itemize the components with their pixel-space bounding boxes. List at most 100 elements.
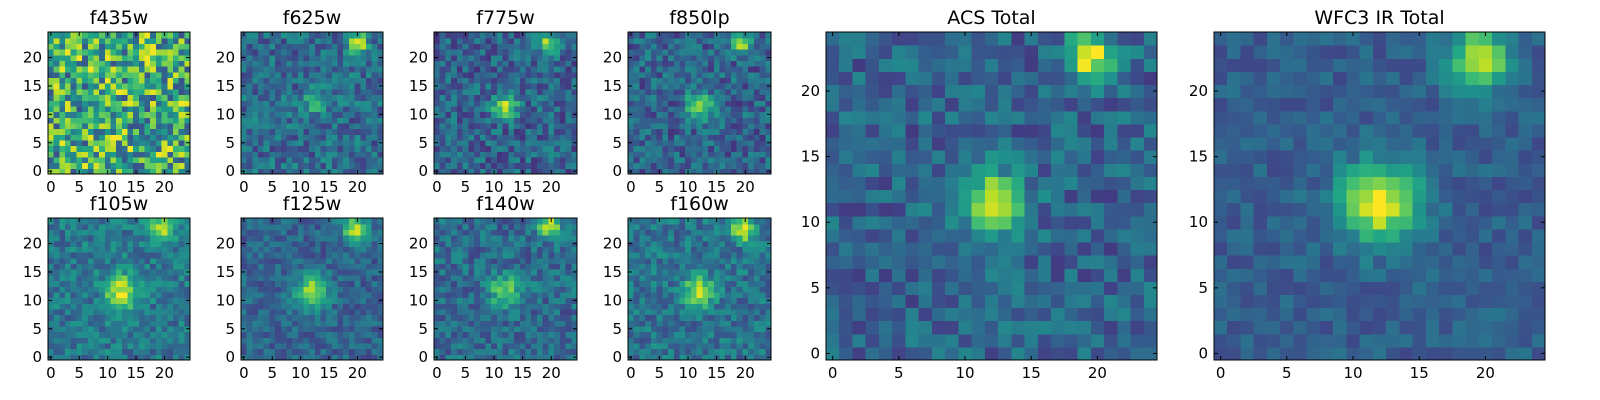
heatmap-cell — [491, 77, 498, 84]
heatmap-cell — [742, 280, 749, 287]
heatmap-cell — [360, 88, 367, 96]
heatmap-cell — [468, 94, 475, 101]
heatmap-cell — [263, 49, 270, 56]
heatmap-cell — [331, 354, 339, 361]
y-tick-label: 15 — [23, 263, 42, 281]
heatmap-cell — [514, 151, 521, 158]
heatmap-cell — [258, 280, 265, 287]
heatmap-cell — [326, 43, 333, 50]
heatmap-cell — [696, 94, 703, 101]
heatmap-cell — [434, 263, 441, 270]
heatmap-cell — [525, 122, 532, 130]
heatmap-cell — [241, 229, 248, 236]
heatmap-cell — [559, 314, 567, 321]
heatmap-cell — [116, 94, 123, 101]
heatmap-cell — [765, 117, 772, 124]
heatmap-cell — [127, 320, 134, 327]
heatmap-cell — [246, 49, 253, 56]
heatmap-cell — [155, 331, 163, 338]
heatmap-cell — [150, 274, 157, 282]
heatmap-cell — [456, 43, 464, 50]
heatmap-cell — [326, 83, 333, 90]
heatmap-cell — [87, 354, 95, 361]
heatmap-cell — [371, 229, 378, 236]
heatmap-cell — [138, 88, 146, 96]
heatmap-cell — [269, 94, 276, 101]
heatmap-cell — [82, 348, 89, 355]
heatmap-cell — [673, 297, 681, 304]
heatmap-cell — [485, 240, 492, 247]
heatmap-cell — [292, 83, 299, 90]
heatmap-cell — [742, 54, 749, 61]
heatmap-cell — [479, 348, 487, 355]
heatmap-cell — [668, 134, 675, 141]
heatmap-cell — [269, 139, 276, 147]
heatmap-cell — [184, 117, 191, 124]
heatmap-cell — [690, 60, 698, 67]
heatmap-cell — [456, 269, 464, 276]
heatmap-cell — [93, 320, 100, 327]
heatmap-cell — [565, 252, 572, 259]
heatmap-cell — [252, 257, 259, 265]
heatmap-cell — [765, 280, 772, 287]
heatmap-cell — [536, 246, 544, 253]
heatmap-cell — [263, 168, 270, 175]
heatmap-cell — [753, 105, 761, 113]
heatmap-cell — [514, 122, 521, 130]
heatmap-cell — [559, 71, 567, 79]
heatmap-cell — [474, 83, 481, 90]
heatmap-cell — [292, 308, 299, 316]
heatmap-cell — [286, 43, 293, 50]
heatmap-cell — [491, 303, 498, 310]
heatmap-cell — [343, 117, 350, 124]
heatmap-cell — [138, 320, 146, 327]
heatmap-cell — [116, 252, 123, 259]
heatmap-cell — [59, 246, 66, 253]
heatmap-cell — [548, 139, 555, 147]
heatmap-cell — [485, 128, 492, 135]
heatmap-cell — [725, 156, 732, 164]
heatmap-cell — [252, 139, 259, 147]
heatmap-cell — [155, 240, 163, 247]
heatmap-cell — [519, 37, 527, 44]
heatmap-cell — [525, 43, 532, 50]
heatmap-cell — [765, 49, 772, 56]
heatmap-cell — [571, 286, 578, 293]
heatmap-cell — [514, 88, 521, 96]
heatmap-cell — [439, 168, 447, 175]
heatmap-cell — [725, 274, 732, 282]
heatmap-cell — [348, 297, 356, 304]
heatmap-cell — [331, 117, 339, 124]
heatmap-cell — [320, 235, 327, 242]
heatmap-cell — [246, 218, 253, 225]
heatmap-cell — [275, 71, 282, 79]
heatmap-cell — [702, 342, 709, 350]
heatmap-cell — [99, 240, 106, 247]
heatmap-cell — [485, 223, 492, 230]
heatmap-cell — [559, 111, 567, 118]
heatmap-cell — [292, 77, 299, 84]
heatmap-cell — [548, 246, 555, 253]
y-tick-label: 0 — [225, 348, 235, 366]
heatmap-cell — [133, 263, 140, 270]
heatmap-cell — [150, 83, 157, 90]
heatmap-cell — [258, 43, 265, 50]
heatmap-cell — [633, 286, 641, 293]
heatmap-cell — [127, 280, 134, 287]
heatmap-cell — [161, 94, 168, 101]
heatmap-cell — [759, 83, 766, 90]
heatmap-cell — [496, 331, 504, 338]
heatmap-cell — [303, 286, 310, 293]
heatmap-cell — [172, 32, 180, 39]
heatmap-cell — [161, 257, 168, 265]
heatmap-cell — [485, 100, 492, 107]
heatmap-cell — [297, 94, 305, 101]
heatmap-cell — [286, 168, 293, 175]
heatmap-cell — [434, 286, 441, 293]
heatmap-cell — [479, 145, 487, 152]
heatmap-cell — [144, 49, 151, 56]
heatmap-cell — [354, 223, 361, 230]
heatmap-cell — [633, 32, 641, 39]
heatmap-cell — [554, 122, 561, 130]
x-tick-label: 5 — [267, 364, 277, 382]
